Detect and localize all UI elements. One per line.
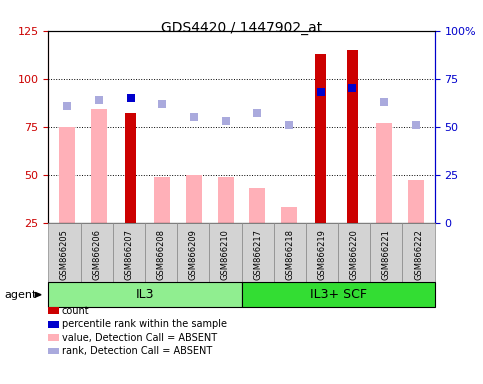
Text: GSM866220: GSM866220: [350, 230, 359, 280]
Text: GSM866209: GSM866209: [189, 230, 198, 280]
Text: GSM866208: GSM866208: [156, 229, 166, 280]
Bar: [376, 123, 392, 223]
Text: value, Detection Call = ABSENT: value, Detection Call = ABSENT: [62, 333, 217, 343]
Text: GSM866217: GSM866217: [253, 229, 262, 280]
Bar: [59, 127, 75, 223]
Text: GSM866206: GSM866206: [92, 229, 101, 280]
Text: count: count: [62, 306, 89, 316]
Text: rank, Detection Call = ABSENT: rank, Detection Call = ABSENT: [62, 346, 212, 356]
Bar: [281, 207, 297, 223]
Text: IL3+ SCF: IL3+ SCF: [310, 288, 367, 301]
Bar: [249, 188, 265, 223]
Bar: [408, 180, 424, 223]
Bar: [186, 175, 202, 223]
Text: GSM866218: GSM866218: [285, 229, 294, 280]
Text: GSM866222: GSM866222: [414, 230, 423, 280]
Bar: [218, 177, 234, 223]
Bar: [155, 177, 170, 223]
Text: agent: agent: [5, 290, 37, 300]
Text: GSM866205: GSM866205: [60, 230, 69, 280]
Text: GSM866221: GSM866221: [382, 230, 391, 280]
Bar: [91, 109, 107, 223]
Text: GSM866219: GSM866219: [317, 230, 327, 280]
Bar: [347, 50, 358, 223]
Text: GSM866210: GSM866210: [221, 230, 230, 280]
Bar: [125, 113, 136, 223]
Text: percentile rank within the sample: percentile rank within the sample: [62, 319, 227, 329]
Text: IL3: IL3: [136, 288, 154, 301]
Text: GSM866207: GSM866207: [124, 229, 133, 280]
Text: GDS4420 / 1447902_at: GDS4420 / 1447902_at: [161, 21, 322, 35]
Bar: [315, 54, 326, 223]
